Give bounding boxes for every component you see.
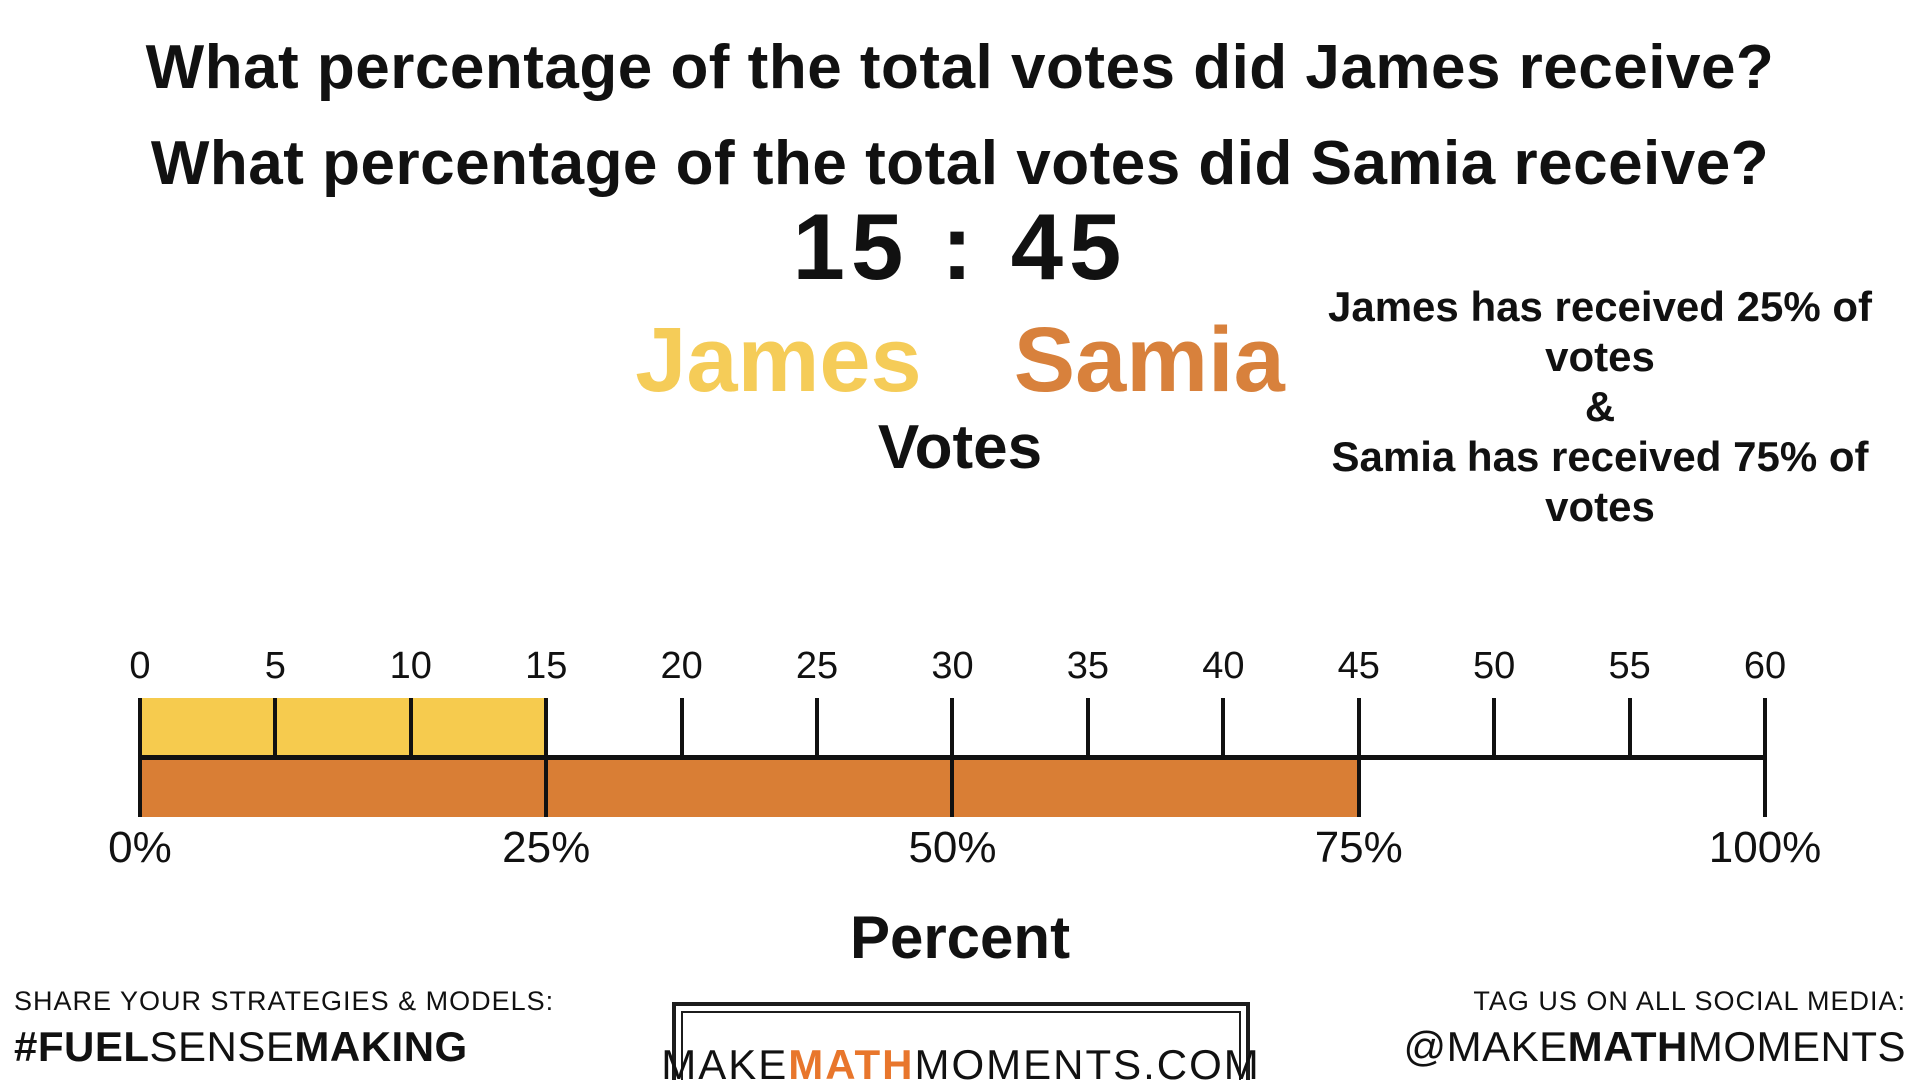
- hashtag-part-sense: SENSE: [149, 1023, 295, 1070]
- votes-tick-label-15: 15: [525, 645, 568, 687]
- percent-tick-label-75%: 75%: [1314, 823, 1403, 872]
- answer-line-4: Samia has received 75% of: [1331, 433, 1869, 480]
- votes-tick-35: [1085, 698, 1090, 755]
- samia-label: Samia: [1013, 309, 1285, 411]
- votes-tick-30: [950, 698, 955, 755]
- votes-tick-15: [544, 698, 549, 755]
- double-number-line: 0 5 10 15 20 25 30 35 40 45 50 55 60 0% 25% 50% 75% 100%: [108, 645, 1821, 880]
- percent-tick-label-50%: 50%: [908, 823, 997, 872]
- answer-line-2: votes: [1545, 333, 1655, 380]
- handle-part-math: MATH: [1567, 1023, 1688, 1070]
- url-part-math: MATH: [788, 1041, 915, 1080]
- axis-line: [137, 755, 1768, 760]
- votes-tick-5: [273, 698, 278, 755]
- percent-tick-label-0%: 0%: [108, 823, 172, 872]
- samia-votes-bar: [139, 760, 1359, 817]
- percent-axis-title: Percent: [849, 904, 1071, 971]
- votes-tick-label-55: 55: [1608, 645, 1651, 687]
- votes-tick-label-5: 5: [264, 645, 286, 687]
- percent-divider-30: [950, 760, 955, 817]
- votes-tick-label-40: 40: [1202, 645, 1245, 687]
- votes-tick-50: [1492, 698, 1497, 755]
- votes-tick-25: [815, 698, 820, 755]
- percent-divider-45: [1356, 760, 1361, 817]
- percent-tick-label-25%: 25%: [502, 823, 591, 872]
- votes-tick-10: [408, 698, 413, 755]
- footer-right: TAG US ON ALL SOCIAL MEDIA: @MAKEMATHMOM…: [1403, 986, 1906, 1071]
- votes-tick-label-30: 30: [931, 645, 974, 687]
- votes-tick-label-60: 60: [1743, 645, 1787, 687]
- percent-tick-100: [1763, 760, 1768, 817]
- hashtag-part-making: MAKING: [294, 1023, 468, 1070]
- question-line-1: What percentage of the total votes did J…: [145, 33, 1775, 102]
- votes-tick-20: [679, 698, 684, 755]
- votes-axis-title: Votes: [877, 413, 1043, 482]
- answer-line-1: James has received 25% of: [1328, 283, 1872, 330]
- votes-tick-label-45: 45: [1337, 645, 1380, 687]
- votes-tick-45: [1356, 698, 1361, 755]
- ratio-value: 15 : 45: [792, 194, 1128, 299]
- votes-tick-0: [137, 698, 142, 755]
- votes-tick-label-0: 0: [129, 645, 151, 687]
- percent-tick-label-100%: 100%: [1708, 823, 1822, 872]
- url-part-moments: MOMENTS: [914, 1041, 1144, 1080]
- james-label: James: [635, 309, 922, 411]
- handle-part-make: @MAKE: [1403, 1023, 1568, 1070]
- votes-tick-label-20: 20: [660, 645, 703, 687]
- votes-tick-60: [1763, 698, 1768, 755]
- question-line-2: What percentage of the total votes did S…: [150, 129, 1770, 198]
- footer-hashtag: #FUELSENSEMAKING: [14, 1023, 554, 1071]
- answer-line-5: votes: [1545, 483, 1655, 530]
- footer-left-caption: SHARE YOUR STRATEGIES & MODELS:: [14, 986, 555, 1016]
- footer-right-caption: TAG US ON ALL SOCIAL MEDIA:: [1473, 986, 1906, 1016]
- percent-divider-15: [544, 760, 549, 817]
- answer-text: James has received 25% of votes & Samia …: [1320, 282, 1880, 532]
- handle-part-moments: MOMENTS: [1687, 1023, 1906, 1070]
- url-part-com: .COM: [1143, 1041, 1261, 1080]
- answer-line-3: &: [1584, 383, 1616, 430]
- james-votes-bar: [139, 698, 547, 755]
- website-url: MAKE MATH MOMENTS .COM: [661, 1011, 1259, 1080]
- votes-tick-55: [1627, 698, 1632, 755]
- hashtag-part-fuel: #FUEL: [14, 1023, 150, 1070]
- footer-left: SHARE YOUR STRATEGIES & MODELS: #FUELSEN…: [14, 986, 554, 1071]
- candidate-names: James Samia: [0, 308, 1920, 413]
- votes-tick-label-25: 25: [795, 645, 839, 687]
- votes-tick-40: [1221, 698, 1226, 755]
- website-box: MAKE MATH MOMENTS .COM: [661, 1002, 1259, 1080]
- votes-tick-label-10: 10: [389, 645, 432, 687]
- votes-tick-label-50: 50: [1473, 645, 1516, 687]
- social-handle: @MAKEMATHMOMENTS: [1403, 1023, 1906, 1071]
- votes-tick-label-35: 35: [1066, 645, 1110, 687]
- question-title: What percentage of the total votes did J…: [0, 20, 1920, 212]
- url-part-make: MAKE: [661, 1041, 789, 1080]
- percent-divider-0: [137, 760, 142, 817]
